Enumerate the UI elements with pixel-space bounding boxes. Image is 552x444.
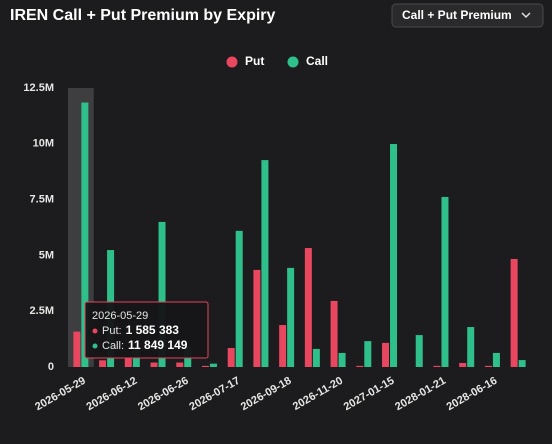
y-tick-label: 7.5M [30,194,54,206]
bar [124,358,132,367]
dropdown-chevron[interactable] [521,12,531,19]
y-tick-label: 10M [33,138,54,150]
tooltip-row-label: Put: [102,325,122,337]
bar [81,102,89,368]
bar [510,258,518,367]
legend-label: Call [306,54,328,68]
bar [209,363,217,367]
tooltip-marker [92,343,98,349]
bar [287,267,295,367]
bar [176,362,184,367]
bar [330,300,338,367]
bar [201,365,209,367]
bar [73,331,81,367]
y-tick-label: 12.5M [23,82,54,94]
bar [364,341,372,367]
bar [459,362,467,367]
bar [304,248,312,367]
bar [253,269,261,367]
bar [99,360,107,367]
bar [261,160,269,367]
bar [158,221,166,367]
legend-label: Put [245,54,264,68]
bar [235,230,243,367]
bar [227,348,235,367]
bar [279,325,287,367]
bar [433,365,441,367]
dropdown-label[interactable]: Call + Put Premium [402,8,512,22]
tooltip-row-value: 11 849 149 [128,338,188,352]
tooltip-row-value: 1 585 383 [126,323,180,337]
y-tick-label: 2.5M [30,305,54,317]
bar [415,335,423,367]
bar [382,342,390,367]
legend-marker [226,56,238,68]
bar [390,144,398,367]
chart-title: IREN Call + Put Premium by Expiry [10,7,276,24]
bar [338,352,346,367]
legend-marker [287,56,299,68]
bar [467,327,475,367]
tooltip-row-label: Call: [102,340,124,352]
dropdown[interactable]: Call + Put Premium [391,3,544,28]
tooltip-marker [92,328,98,334]
dropdown-box[interactable] [391,3,544,28]
bar [518,360,526,367]
tooltip-box [84,301,209,359]
tooltip-title: 2026-05-29 [92,310,148,322]
bar [312,348,320,367]
bar [441,196,449,367]
bar [356,365,364,367]
y-tick-label: 0 [48,361,54,373]
bar [484,365,492,367]
y-tick-label: 5M [39,249,54,261]
bar [492,352,500,367]
bar [150,362,158,367]
